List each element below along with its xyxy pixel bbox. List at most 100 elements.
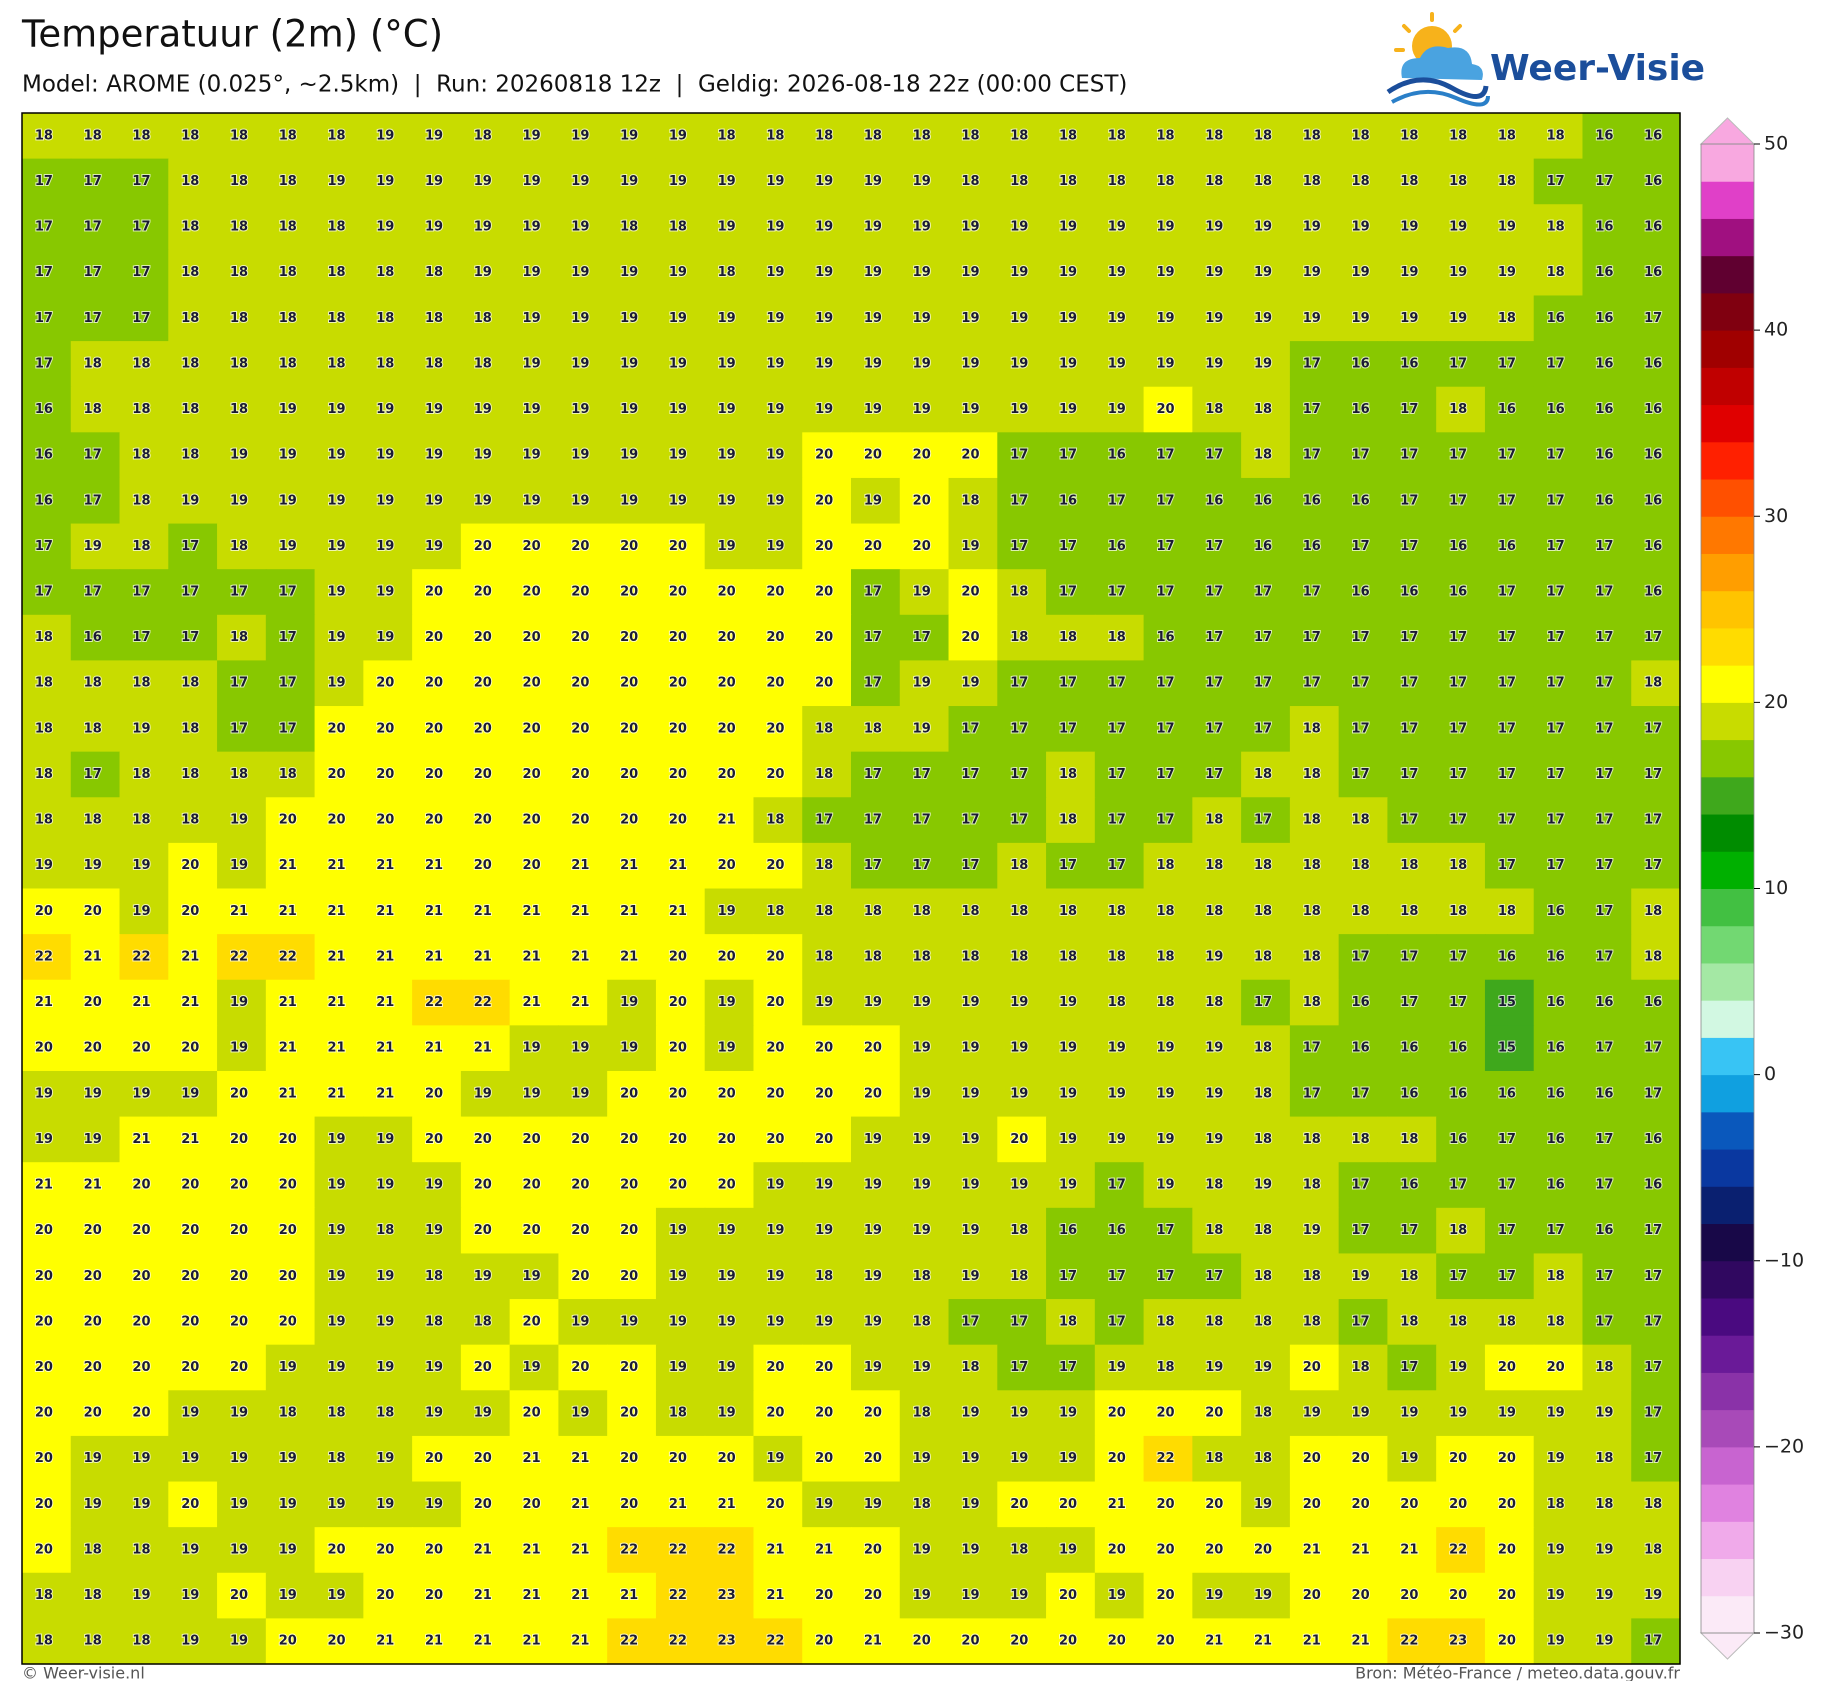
temperature-cell: [1289, 569, 1340, 616]
temperature-label: 19: [327, 1314, 345, 1329]
temperature-cell: [70, 751, 121, 798]
colorbar-tick-label: 40: [1764, 319, 1788, 341]
temperature-cell: [997, 1253, 1047, 1300]
temperature-cell: [1436, 523, 1486, 570]
temperature-cell: [802, 1299, 852, 1346]
temperature-cell: [1143, 295, 1193, 342]
temperature-label: 16: [1644, 356, 1662, 371]
temperature-cell: [851, 660, 901, 707]
temperature-cell: [655, 523, 706, 570]
temperature-label: 19: [1303, 220, 1321, 235]
temperature-label: 18: [1254, 1451, 1272, 1466]
temperature-label: 18: [1547, 265, 1565, 280]
temperature-label: 18: [718, 265, 736, 280]
temperature-label: 19: [230, 813, 248, 828]
temperature-label: 18: [766, 813, 784, 828]
temperature-label: 19: [132, 858, 150, 873]
temperature-cell: [655, 1618, 706, 1665]
temperature-label: 21: [181, 1132, 199, 1147]
temperature-label: 17: [1303, 630, 1321, 645]
temperature-label: 19: [913, 1178, 931, 1193]
temperature-cell: [1046, 569, 1096, 616]
temperature-label: 17: [1595, 174, 1613, 189]
temperature-cell: [1387, 1025, 1437, 1072]
temperature-label: 16: [1644, 995, 1662, 1010]
temperature-label: 19: [230, 1406, 248, 1421]
temperature-label: 18: [1644, 949, 1662, 964]
temperature-cell: [509, 432, 560, 479]
temperature-label: 17: [1595, 539, 1613, 554]
temperature-label: 18: [132, 767, 150, 782]
temperature-label: 19: [279, 539, 297, 554]
temperature-cell: [1338, 1070, 1389, 1118]
temperature-label: 19: [913, 1451, 931, 1466]
temperature-cell: [558, 1116, 608, 1163]
temperature-label: 20: [376, 721, 394, 736]
temperature-label: 18: [1400, 128, 1418, 143]
temperature-label: 20: [913, 448, 931, 463]
temperature-cell: [899, 569, 950, 616]
temperature-label: 20: [230, 1223, 248, 1238]
temperature-label: 21: [669, 1497, 687, 1512]
temperature-label: 17: [913, 630, 931, 645]
temperature-label: 18: [230, 311, 248, 326]
temperature-label: 19: [425, 1406, 443, 1421]
temperature-label: 19: [523, 402, 541, 417]
temperature-label: 19: [669, 448, 687, 463]
temperature-label: 20: [1108, 1451, 1126, 1466]
temperature-cell: [655, 569, 706, 616]
temperature-label: 20: [230, 1086, 248, 1101]
temperature-cell: [265, 1116, 316, 1163]
temperature-label: 18: [1400, 1314, 1418, 1329]
temperature-label: 21: [1303, 1542, 1321, 1557]
temperature-cell: [1241, 386, 1291, 433]
temperature-cell: [1533, 934, 1584, 981]
temperature-cell: [363, 797, 413, 844]
temperature-cell: [1387, 614, 1437, 662]
temperature-cell: [558, 1390, 608, 1437]
temperature-cell: [948, 1025, 998, 1072]
temperature-cell: [997, 1481, 1047, 1528]
temperature-cell: [558, 204, 608, 251]
temperature-cell: [1192, 888, 1242, 935]
temperature-cell: [558, 432, 608, 479]
temperature-cell: [1046, 797, 1096, 844]
temperature-label: 18: [35, 767, 53, 782]
temperature-cell: [948, 1162, 998, 1209]
temperature-cell: [802, 797, 852, 844]
temperature-cell: [753, 158, 803, 205]
temperature-label: 20: [474, 1178, 492, 1193]
temperature-label: 19: [1156, 1041, 1174, 1056]
temperature-label: 19: [815, 356, 833, 371]
temperature-label: 16: [1059, 1223, 1077, 1238]
temperature-cell: [1582, 569, 1632, 616]
temperature-label: 18: [1010, 858, 1028, 873]
temperature-label: 17: [279, 721, 297, 736]
temperature-cell: [1631, 386, 1681, 433]
temperature-cell: [704, 1025, 755, 1072]
temperature-label: 20: [864, 1542, 882, 1557]
temperature-cell: [168, 1618, 218, 1665]
temperature-cell: [1046, 934, 1096, 981]
temperature-cell: [119, 158, 169, 205]
temperature-label: 19: [1595, 1542, 1613, 1557]
temperature-label: 18: [1010, 904, 1028, 919]
temperature-cell: [1484, 1253, 1535, 1300]
temperature-cell: [217, 1116, 267, 1163]
temperature-cell: [1582, 477, 1632, 525]
temperature-cell: [1582, 1435, 1632, 1483]
temperature-label: 17: [1400, 448, 1418, 463]
temperature-cell: [753, 1572, 803, 1619]
temperature-label: 18: [864, 949, 882, 964]
temperature-label: 18: [181, 265, 199, 280]
temperature-cell: [509, 1618, 560, 1665]
temperature-label: 18: [1498, 1314, 1516, 1329]
temperature-cell: [851, 888, 901, 935]
temperature-cell: [70, 1116, 121, 1163]
temperature-cell: [1192, 477, 1242, 525]
temperature-label: 16: [1498, 539, 1516, 554]
temperature-cell: [412, 1572, 462, 1619]
temperature-label: 19: [669, 356, 687, 371]
temperature-cell: [412, 751, 462, 798]
temperature-cell: [1631, 1344, 1681, 1391]
